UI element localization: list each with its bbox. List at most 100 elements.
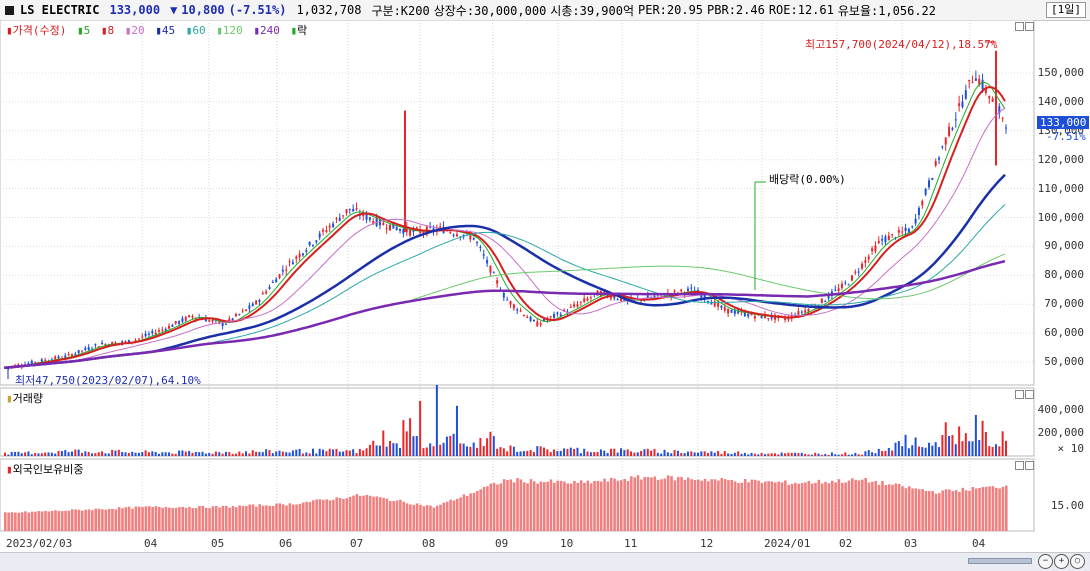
candle-body [87, 347, 90, 351]
legend-ma5[interactable]: 5 [83, 24, 91, 37]
volume-bar [857, 454, 860, 456]
period-button[interactable]: [1일] [1046, 2, 1086, 18]
foreign-ratio-bar [24, 511, 27, 531]
volume-bar [204, 453, 207, 456]
foreign-panel-minimize-icon[interactable] [1015, 461, 1024, 470]
zoom-reset-icon[interactable]: ○ [1070, 554, 1085, 569]
stock-chart[interactable] [0, 20, 1090, 552]
volume-panel-close-icon[interactable] [1025, 390, 1034, 399]
candle-body [556, 312, 559, 314]
foreign-ratio-bar [479, 489, 482, 531]
foreign-ratio-bar [988, 486, 991, 531]
price-panel-close-icon[interactable] [1025, 22, 1034, 31]
volume-panel-minimize-icon[interactable] [1015, 390, 1024, 399]
foreign-ratio-bar [358, 495, 362, 531]
foreign-ratio-bar [599, 481, 603, 531]
candle-body [315, 240, 318, 243]
stock-name[interactable]: LS ELECTRIC [20, 3, 100, 17]
segment-info: 구분:K200 [371, 3, 430, 18]
volume-label[interactable]: 거래량 [12, 392, 43, 405]
zoom-slider[interactable] [968, 558, 1032, 564]
foreign-ratio-bar [921, 489, 924, 531]
price-tick: 50,000 [1044, 355, 1084, 368]
legend-ma8[interactable]: 8 [107, 24, 115, 37]
candle-body [907, 229, 910, 233]
foreign-ratio-bars [4, 475, 1008, 531]
foreign-ratio-bar [586, 480, 590, 531]
zoom-out-icon[interactable]: − [1038, 554, 1053, 569]
volume-bar [158, 453, 160, 456]
candle-body [228, 318, 231, 321]
volume-bar [91, 453, 94, 456]
foreign-ratio-bar [526, 483, 529, 531]
foreign-ratio-bar [800, 483, 804, 531]
price-panel-minimize-icon[interactable] [1015, 22, 1024, 31]
volume-bar [613, 448, 616, 456]
grid [0, 20, 1034, 531]
foreign-ratio-bar [807, 480, 811, 531]
candle-body [382, 222, 385, 225]
foreign-ratio-bar [763, 481, 767, 531]
volume-bar [817, 453, 820, 456]
volume-bar [747, 454, 750, 456]
foreign-ratio-bar [964, 490, 968, 531]
legend-price[interactable]: 가격(수정) [12, 24, 67, 37]
volume-bar [241, 453, 244, 456]
foreign-ratio-bar [419, 504, 422, 531]
candle-body [713, 301, 716, 307]
volume-bar [911, 445, 914, 456]
foreign-ratio-bar [532, 481, 536, 531]
foreign-ratio-bar [760, 483, 764, 531]
volume-bar [666, 452, 669, 456]
candle-body [620, 297, 622, 301]
foreign-ratio-bar [713, 479, 717, 531]
foreign-ratio-bar [439, 504, 442, 531]
foreign-ratio-bar [117, 507, 121, 531]
legend-ma120[interactable]: 120 [222, 24, 243, 37]
volume-bar [291, 450, 294, 456]
zoom-in-icon[interactable]: + [1054, 554, 1069, 569]
price-tick: 70,000 [1044, 297, 1084, 311]
foreign-panel-close-icon[interactable] [1025, 461, 1034, 470]
foreign-ratio-bar [636, 475, 640, 531]
volume-bar [17, 451, 20, 456]
candle-body [97, 346, 100, 348]
foreign-ratio-bar [114, 509, 118, 531]
legend-ma240[interactable]: 240 [259, 24, 280, 37]
volume-bar [539, 446, 542, 456]
volume-bar [897, 440, 900, 456]
candle-body [971, 82, 974, 84]
legend-ma45[interactable]: 45 [161, 24, 176, 37]
volume-bar [646, 448, 649, 456]
volume-bar [492, 436, 495, 456]
legend-ex-dividend[interactable]: 락 [297, 24, 308, 37]
foreign-label[interactable]: 외국인보유비중 [12, 463, 84, 476]
menu-square-icon[interactable] [5, 5, 14, 15]
volume-bar [459, 443, 462, 456]
legend-ma60[interactable]: 60 [192, 24, 206, 37]
foreign-ratio-bar [134, 506, 138, 531]
volume-bar [502, 448, 505, 456]
candle-body [1005, 127, 1007, 129]
volume-bar [224, 451, 227, 456]
foreign-ratio-bar [606, 481, 610, 531]
chart-scrollbar[interactable] [0, 552, 1090, 571]
candle-body [536, 321, 539, 327]
candle-body [275, 279, 278, 283]
candle-body [285, 269, 288, 271]
foreign-ratio-bar [576, 482, 580, 531]
candle-body [800, 311, 803, 313]
legend-ma20[interactable]: 20 [131, 24, 145, 37]
foreign-ratio-bar [991, 486, 995, 531]
foreign-ratio-bar [502, 479, 506, 531]
volume-bar [365, 448, 368, 456]
foreign-ratio-bar [593, 480, 596, 531]
candle-body [904, 227, 907, 232]
foreign-ratio-bar [780, 482, 784, 531]
volume-bar [378, 445, 381, 456]
volume-bar [375, 445, 378, 456]
foreign-ratio-bar [797, 483, 801, 531]
candle-body [522, 314, 525, 316]
foreign-ratio-bar [703, 478, 707, 531]
foreign-ratio-bar [20, 512, 24, 531]
